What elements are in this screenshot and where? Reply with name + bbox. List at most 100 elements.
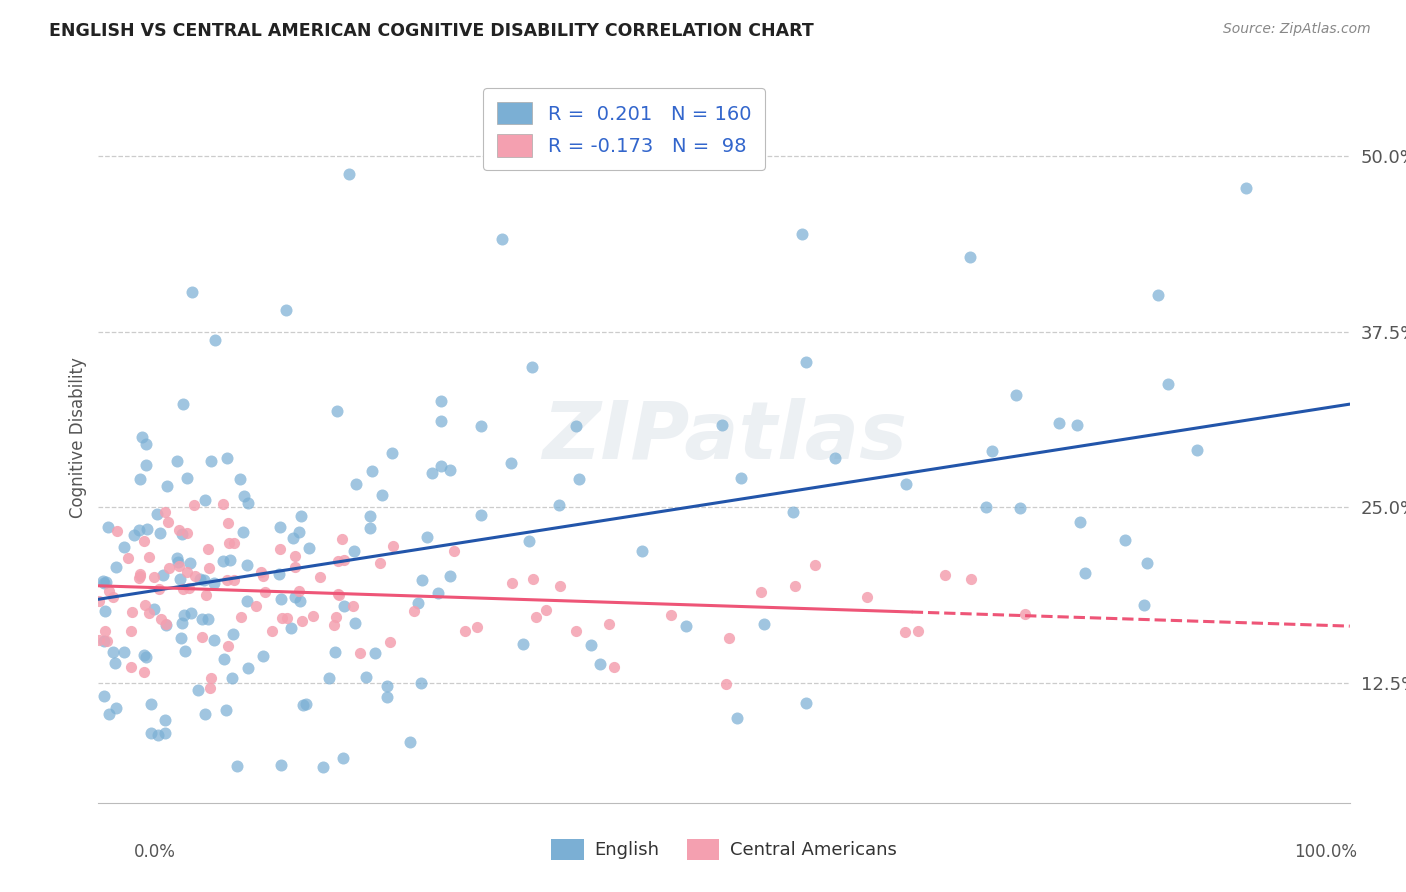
Point — [101, 591, 124, 605]
Point — [470, 508, 492, 522]
Point — [194, 492, 217, 507]
Text: 100.0%: 100.0% — [1294, 843, 1357, 861]
Point — [156, 479, 179, 493]
Point — [856, 590, 879, 604]
Point — [262, 624, 284, 638]
Point — [94, 624, 117, 639]
Point — [1047, 416, 1070, 430]
Point — [342, 599, 364, 613]
Point — [981, 444, 1004, 458]
Point — [1132, 599, 1154, 613]
Point — [212, 651, 235, 665]
Point — [564, 624, 586, 638]
Point — [138, 606, 160, 620]
Point — [170, 527, 193, 541]
Point — [288, 594, 311, 608]
Text: ZIPatlas: ZIPatlas — [541, 398, 907, 476]
Point — [128, 472, 150, 486]
Point — [439, 569, 461, 583]
Point — [193, 574, 215, 588]
Point — [98, 706, 121, 721]
Point — [120, 624, 142, 639]
Point — [1147, 288, 1170, 302]
Point — [91, 574, 114, 588]
Point — [453, 624, 475, 639]
Point — [325, 610, 347, 624]
Point — [1157, 377, 1180, 392]
Point — [200, 671, 222, 685]
Point — [128, 571, 150, 585]
Point — [139, 697, 162, 711]
Point — [121, 606, 143, 620]
Point — [236, 594, 259, 608]
Point — [959, 250, 981, 264]
Point — [120, 660, 142, 674]
Point — [1136, 556, 1159, 570]
Point — [153, 713, 176, 727]
Point — [907, 624, 929, 638]
Point — [271, 611, 294, 625]
Point — [534, 603, 557, 617]
Point — [232, 489, 254, 503]
Point — [174, 644, 197, 658]
Point — [287, 524, 309, 539]
Point — [548, 579, 571, 593]
Point — [267, 567, 290, 582]
Point — [491, 232, 513, 246]
Point — [236, 558, 259, 572]
Point — [176, 471, 198, 485]
Point — [406, 596, 429, 610]
Point — [134, 599, 156, 613]
Text: Source: ZipAtlas.com: Source: ZipAtlas.com — [1223, 22, 1371, 37]
Point — [1234, 181, 1257, 195]
Point — [349, 646, 371, 660]
Point — [318, 672, 340, 686]
Point — [117, 550, 139, 565]
Point — [280, 622, 302, 636]
Point — [330, 532, 353, 546]
Point — [141, 725, 163, 739]
Point — [790, 227, 813, 242]
Point — [288, 584, 311, 599]
Point — [1114, 533, 1136, 548]
Point — [105, 701, 128, 715]
Point — [960, 572, 983, 586]
Point — [222, 535, 245, 549]
Point — [443, 544, 465, 558]
Point — [176, 526, 198, 541]
Point — [598, 617, 620, 632]
Point — [191, 612, 214, 626]
Point — [150, 612, 173, 626]
Point — [675, 618, 697, 632]
Point — [93, 576, 115, 591]
Point — [1185, 442, 1208, 457]
Point — [311, 760, 333, 774]
Point — [323, 618, 346, 632]
Point — [172, 616, 194, 631]
Point — [135, 458, 157, 472]
Point — [579, 638, 602, 652]
Point — [215, 703, 238, 717]
Point — [297, 541, 319, 555]
Point — [93, 604, 115, 618]
Point — [132, 534, 155, 549]
Point — [176, 565, 198, 579]
Text: ENGLISH VS CENTRAL AMERICAN COGNITIVE DISABILITY CORRELATION CHART: ENGLISH VS CENTRAL AMERICAN COGNITIVE DI… — [49, 22, 814, 40]
Point — [253, 584, 276, 599]
Point — [155, 616, 177, 631]
Point — [804, 558, 827, 572]
Point — [328, 587, 350, 601]
Point — [135, 437, 157, 451]
Point — [128, 523, 150, 537]
Point — [716, 677, 738, 691]
Point — [589, 657, 612, 671]
Point — [190, 630, 212, 644]
Point — [359, 509, 381, 524]
Point — [179, 556, 201, 570]
Point — [359, 521, 381, 535]
Point — [112, 645, 135, 659]
Point — [309, 570, 332, 584]
Text: 0.0%: 0.0% — [134, 843, 176, 861]
Point — [501, 575, 523, 590]
Point — [1074, 566, 1097, 580]
